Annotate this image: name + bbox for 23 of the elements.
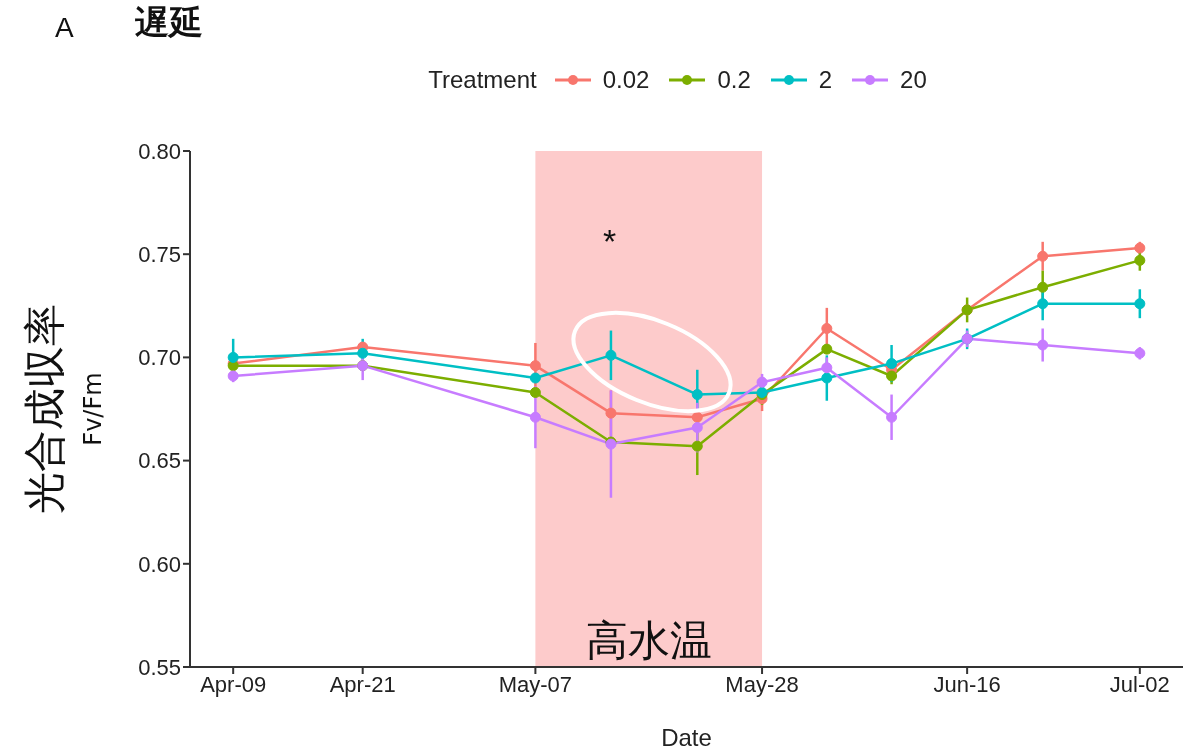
x-tick-label: Jul-02 (1109, 671, 1170, 697)
y-tick-label: 0.60 (138, 551, 181, 577)
x-tick-label: May-28 (725, 671, 799, 697)
legend-label: 0.2 (717, 66, 751, 94)
y-tick-label: 0.70 (138, 345, 181, 371)
band-label: 高水温 (585, 617, 712, 664)
text: A (55, 12, 74, 44)
x-tick-label: Apr-21 (329, 671, 396, 697)
legend-label: 2 (818, 66, 833, 94)
legend-title: Treatment (428, 66, 537, 94)
chart-title: 遅延 (135, 1, 203, 44)
y-tick-label: 0.75 (138, 242, 181, 268)
y-tick-label: 0.80 (138, 138, 181, 164)
x-tick-label: Apr-09 (200, 671, 267, 697)
legend-label: 20 (900, 66, 927, 94)
y-tick-label: 0.65 (138, 448, 181, 474)
legend-label: 0.02 (602, 66, 650, 94)
y-tick-label: 0.55 (138, 654, 181, 680)
x-axis-title: Date (661, 724, 712, 746)
annotation: * (603, 222, 617, 261)
y-axis-title: 光合成収率 Fv/Fm (19, 304, 107, 514)
x-tick-label: Jun-16 (933, 671, 1001, 697)
x-tick-label: May-07 (498, 671, 573, 697)
